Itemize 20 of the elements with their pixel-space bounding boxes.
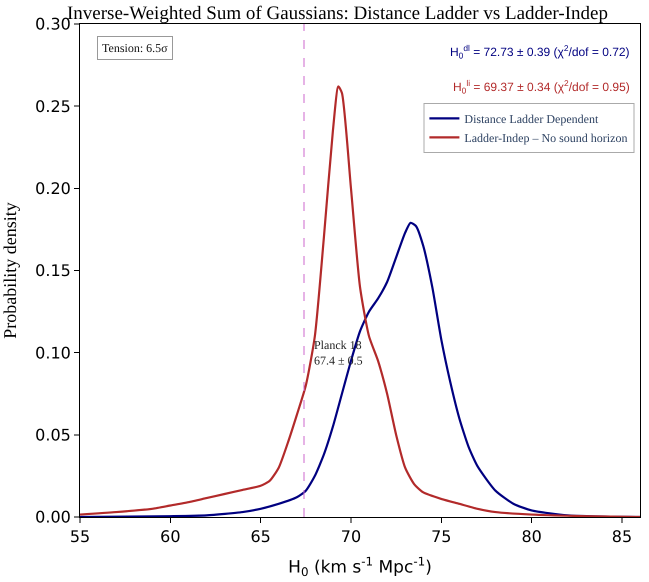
x-tick-label: 65 (250, 527, 271, 546)
y-tick-label: 0.05 (35, 425, 71, 444)
x-tick-label: 80 (521, 527, 542, 546)
x-tick-label: 55 (70, 527, 90, 546)
annotation: H$_{0}$$^{dl}$ = 72.73 ± 0.39 (χ$^{2}$/dof = 0.72) (450, 43, 630, 61)
legend-label: Ladder-Indep – No sound horizon (464, 131, 628, 146)
y-tick-label: 0.10 (35, 343, 71, 362)
x-tick-label: 60 (160, 527, 180, 546)
x-tick-label: 70 (340, 527, 362, 546)
x-tick-label: 85 (612, 527, 632, 546)
x-axis-title: H$_{0}$ (km s$^{-1}$ Mpc$^{-1}$) (288, 554, 432, 580)
y-tick-label: 0.00 (35, 508, 71, 527)
y-tick-label: 0.25 (35, 96, 71, 116)
annotation: H$_{0}$$^{li}$ = 69.37 ± 0.34 (χ$^{2}$/dof = 0.95) (453, 78, 630, 96)
legend-label: Distance Ladder Dependent (464, 112, 600, 126)
y-tick-label: 0.15 (35, 261, 71, 280)
x-tick-label: 75 (431, 527, 452, 546)
y-axis-title: Probability density (0, 202, 20, 339)
annotation: Tension: 6.5σ (102, 41, 168, 55)
y-tick-label: 0.20 (35, 178, 71, 198)
